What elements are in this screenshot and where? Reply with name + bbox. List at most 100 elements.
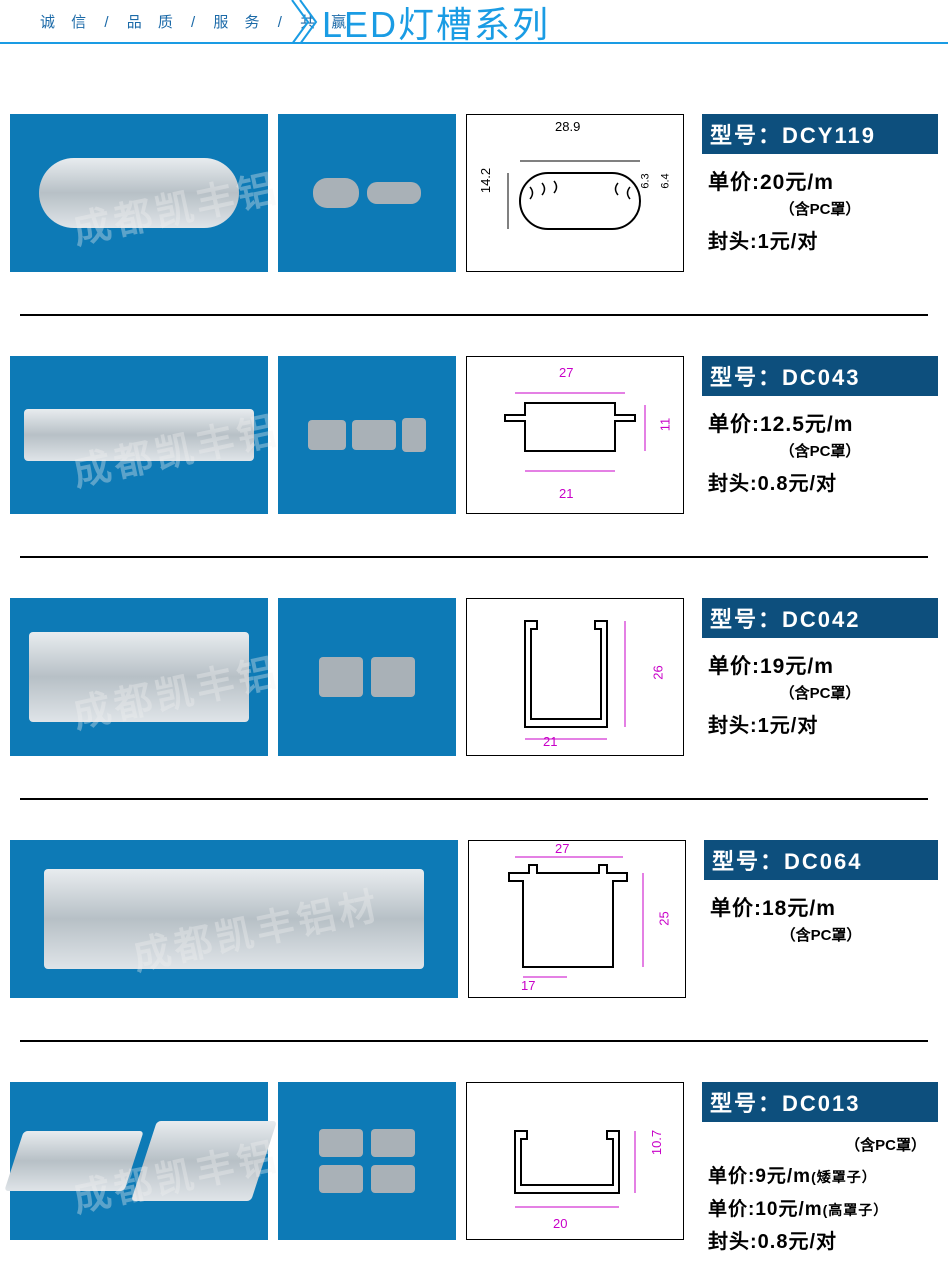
model-label: 型号： xyxy=(710,123,782,148)
motto-sep: / xyxy=(102,14,116,31)
motto-part: 服 务 xyxy=(213,14,265,31)
dim-width: 21 xyxy=(543,734,557,749)
model-value: DCY119 xyxy=(782,123,876,148)
endcap-photo xyxy=(278,114,456,272)
price-label: 单价: xyxy=(708,1199,755,1220)
price-label: 单价: xyxy=(708,171,760,194)
product-info: 型号：DCY119 单价:20元/m （含PC罩） 封头:1元/对 xyxy=(702,114,938,272)
series-title: LED灯槽系列 xyxy=(322,0,550,48)
cap-value: 0.8元/对 xyxy=(758,1231,837,1253)
dim-height: 11 xyxy=(657,418,672,432)
endcap-photo xyxy=(278,598,456,756)
dim-top-width: 27 xyxy=(555,841,569,856)
dim-top-width: 27 xyxy=(559,365,573,380)
price-label: 单价: xyxy=(710,897,762,920)
model-bar: 型号：DC064 xyxy=(704,840,938,880)
model-value: DC064 xyxy=(784,849,862,874)
product-catalog: 成都凯丰铝材 28.9 14.2 6.3 6.4 型号：DCY119 单价:20… xyxy=(0,44,948,1278)
cap-line: 封头:0.8元/对 xyxy=(708,467,938,496)
cap-label: 封头: xyxy=(708,715,758,737)
product-row: 成都凯丰铝材 28.9 14.2 6.3 6.4 型号：DCY119 单价:20… xyxy=(10,114,938,296)
model-value: DC042 xyxy=(782,607,860,632)
dimension-diagram: 10.7 20 xyxy=(466,1082,684,1240)
dim-inner-b: 6.4 xyxy=(659,173,671,188)
product-row: 成都凯丰铝材 27 25 17 型号：DC064 单价:18元/m （含PC罩） xyxy=(10,840,938,1022)
product-info: 型号：DC042 单价:19元/m （含PC罩） 封头:1元/对 xyxy=(702,598,938,756)
motto-sep: / xyxy=(189,14,203,31)
cap-value: 1元/对 xyxy=(758,715,819,737)
price-note: （含PC罩） xyxy=(704,924,938,945)
page-header: 诚 信 / 品 质 / 服 务 / 共 赢 LED灯槽系列 xyxy=(0,0,948,44)
price-value: 19元/m xyxy=(760,655,834,678)
dimension-diagram: 26 21 xyxy=(466,598,684,756)
price-line: 单价:18元/m xyxy=(710,892,938,922)
price-label: 单价: xyxy=(708,413,760,436)
dim-inner-width: 17 xyxy=(521,978,535,993)
price-label: 单价: xyxy=(708,655,760,678)
price-line: 单价:12.5元/m xyxy=(708,408,938,438)
product-row: 成都凯丰铝材 10.7 20 型号：DC013 （含PC罩） xyxy=(10,1082,938,1278)
model-value: DC013 xyxy=(782,1091,860,1116)
price-note: （含PC罩） xyxy=(702,198,938,219)
model-bar: 型号：DCY119 xyxy=(702,114,938,154)
price-note: （含PC罩） xyxy=(702,440,938,461)
model-bar: 型号：DC043 xyxy=(702,356,938,396)
model-value: DC043 xyxy=(782,365,860,390)
dim-inner-a: 6.3 xyxy=(639,173,651,188)
dim-bottom-width: 21 xyxy=(559,486,573,501)
price-suffix: (高罩子） xyxy=(823,1202,889,1218)
price-note: （含PC罩） xyxy=(702,682,938,703)
cap-label: 封头: xyxy=(708,1231,758,1253)
product-info: 型号：DC064 单价:18元/m （含PC罩） xyxy=(704,840,938,998)
model-bar: 型号：DC013 xyxy=(702,1082,938,1122)
price-line: 单价:9元/m(矮罩子） xyxy=(708,1161,938,1188)
price-suffix: (矮罩子） xyxy=(811,1169,877,1185)
price-value: 18元/m xyxy=(762,897,836,920)
chevron-divider-icon xyxy=(290,0,320,44)
cap-value: 0.8元/对 xyxy=(758,473,837,495)
cap-line: 封头:1元/对 xyxy=(708,225,938,254)
model-bar: 型号：DC042 xyxy=(702,598,938,638)
product-row: 成都凯丰铝材 27 11 21 型号：DC043 单价:12.5元/m xyxy=(10,356,938,538)
motto-sep: / xyxy=(276,14,290,31)
model-label: 型号： xyxy=(710,1091,782,1116)
dim-height: 10.7 xyxy=(649,1130,664,1155)
endcap-photo xyxy=(278,1082,456,1240)
dim-height: 26 xyxy=(650,665,665,679)
dim-width: 20 xyxy=(553,1216,567,1231)
motto-part: 品 质 xyxy=(127,14,179,31)
product-info: 型号：DC013 （含PC罩） 单价:9元/m(矮罩子） 单价:10元/m(高罩… xyxy=(702,1082,938,1254)
dimension-diagram: 27 11 21 xyxy=(466,356,684,514)
price-value: 10元/m xyxy=(755,1199,822,1220)
product-photo: 成都凯丰铝材 xyxy=(10,598,268,756)
price-note: （含PC罩） xyxy=(702,1134,938,1155)
price-value: 20元/m xyxy=(760,171,834,194)
model-label: 型号： xyxy=(712,849,784,874)
dimension-diagram: 28.9 14.2 6.3 6.4 xyxy=(466,114,684,272)
cap-value: 1元/对 xyxy=(758,231,819,253)
model-label: 型号： xyxy=(710,365,782,390)
product-photo: 成都凯丰铝材 xyxy=(10,840,458,998)
product-photo: 成都凯丰铝材 xyxy=(10,1082,268,1240)
dim-height: 14.2 xyxy=(478,168,493,193)
endcap-photo xyxy=(278,356,456,514)
model-label: 型号： xyxy=(710,607,782,632)
product-info: 型号：DC043 单价:12.5元/m （含PC罩） 封头:0.8元/对 xyxy=(702,356,938,514)
price-value: 12.5元/m xyxy=(760,413,853,436)
product-row: 成都凯丰铝材 26 21 型号：DC042 单价:19元/m （含PC罩） xyxy=(10,598,938,780)
cap-line: 封头:1元/对 xyxy=(708,709,938,738)
dimension-diagram: 27 25 17 xyxy=(468,840,686,998)
product-photo: 成都凯丰铝材 xyxy=(10,114,268,272)
price-line: 单价:19元/m xyxy=(708,650,938,680)
product-photo: 成都凯丰铝材 xyxy=(10,356,268,514)
dim-height: 25 xyxy=(656,911,671,925)
motto-part: 诚 信 xyxy=(40,14,92,31)
cap-line: 封头:0.8元/对 xyxy=(708,1225,938,1254)
price-value: 9元/m xyxy=(755,1166,811,1187)
price-label: 单价: xyxy=(708,1166,755,1187)
price-line: 单价:10元/m(高罩子） xyxy=(708,1194,938,1221)
cap-label: 封头: xyxy=(708,473,758,495)
cap-label: 封头: xyxy=(708,231,758,253)
dim-width: 28.9 xyxy=(555,119,580,134)
price-line: 单价:20元/m xyxy=(708,166,938,196)
